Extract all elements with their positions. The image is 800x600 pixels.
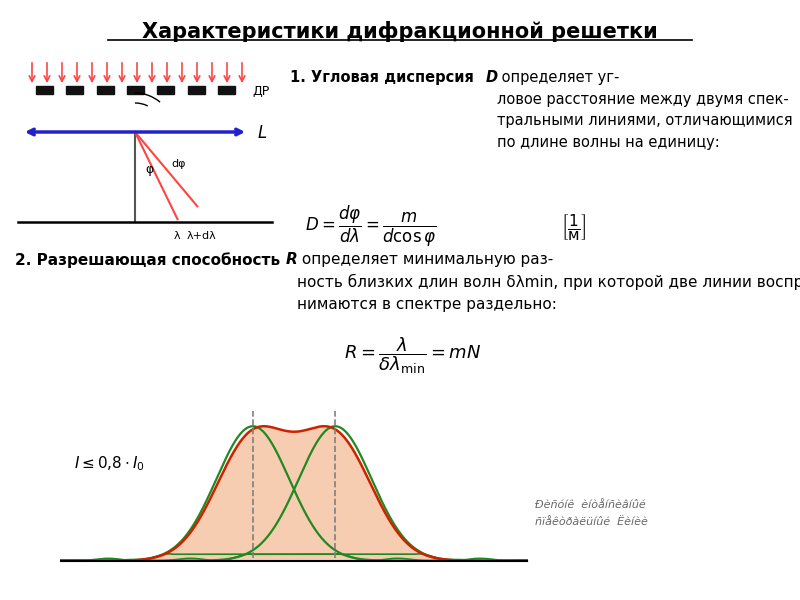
Text: $R = \dfrac{\lambda}{\delta\lambda_{\min}} = mN$: $R = \dfrac{\lambda}{\delta\lambda_{\min… (344, 335, 482, 376)
Text: D: D (486, 70, 498, 85)
Text: определяет уг-
ловое расстояние между двумя спек-
тральными линиями, отличающими: определяет уг- ловое расстояние между дв… (497, 70, 793, 150)
Bar (158, 86, 174, 94)
Bar (218, 86, 235, 94)
Text: R: R (286, 252, 298, 267)
Text: Ðèñóíê  èíòåíñèâíûé: Ðèñóíê èíòåíñèâíûé (535, 500, 646, 510)
Bar (66, 86, 83, 94)
Text: Характеристики дифракционной решетки: Характеристики дифракционной решетки (142, 22, 658, 43)
Bar (36, 86, 53, 94)
Text: 1. Угловая дисперсия: 1. Угловая дисперсия (290, 70, 479, 85)
Text: φ: φ (145, 163, 154, 176)
Bar (187, 86, 205, 94)
Text: ñïåêòðàëüíûé  Ëèíèè: ñïåêòðàëüíûé Ëèíèè (535, 517, 648, 527)
Text: $I \leq 0{,}8 \cdot I_0$: $I \leq 0{,}8 \cdot I_0$ (74, 455, 145, 473)
Text: λ: λ (174, 231, 180, 241)
Text: ДР: ДР (252, 85, 270, 97)
Text: λ+dλ: λ+dλ (186, 231, 216, 241)
Text: $\left[\dfrac{1}{\text{м}}\right]$: $\left[\dfrac{1}{\text{м}}\right]$ (561, 211, 586, 241)
Bar (97, 86, 114, 94)
Text: определяет минимальную раз-
ность близких длин волн δλmin, при которой две линии: определяет минимальную раз- ность близки… (297, 252, 800, 312)
Text: dφ: dφ (171, 159, 186, 169)
Text: L: L (258, 124, 267, 142)
Text: $D = \dfrac{d\varphi}{d\lambda} = \dfrac{m}{d\cos\varphi}$: $D = \dfrac{d\varphi}{d\lambda} = \dfrac… (306, 204, 437, 249)
Text: 2. Разрешающая способность: 2. Разрешающая способность (15, 252, 286, 268)
Bar (127, 86, 144, 94)
